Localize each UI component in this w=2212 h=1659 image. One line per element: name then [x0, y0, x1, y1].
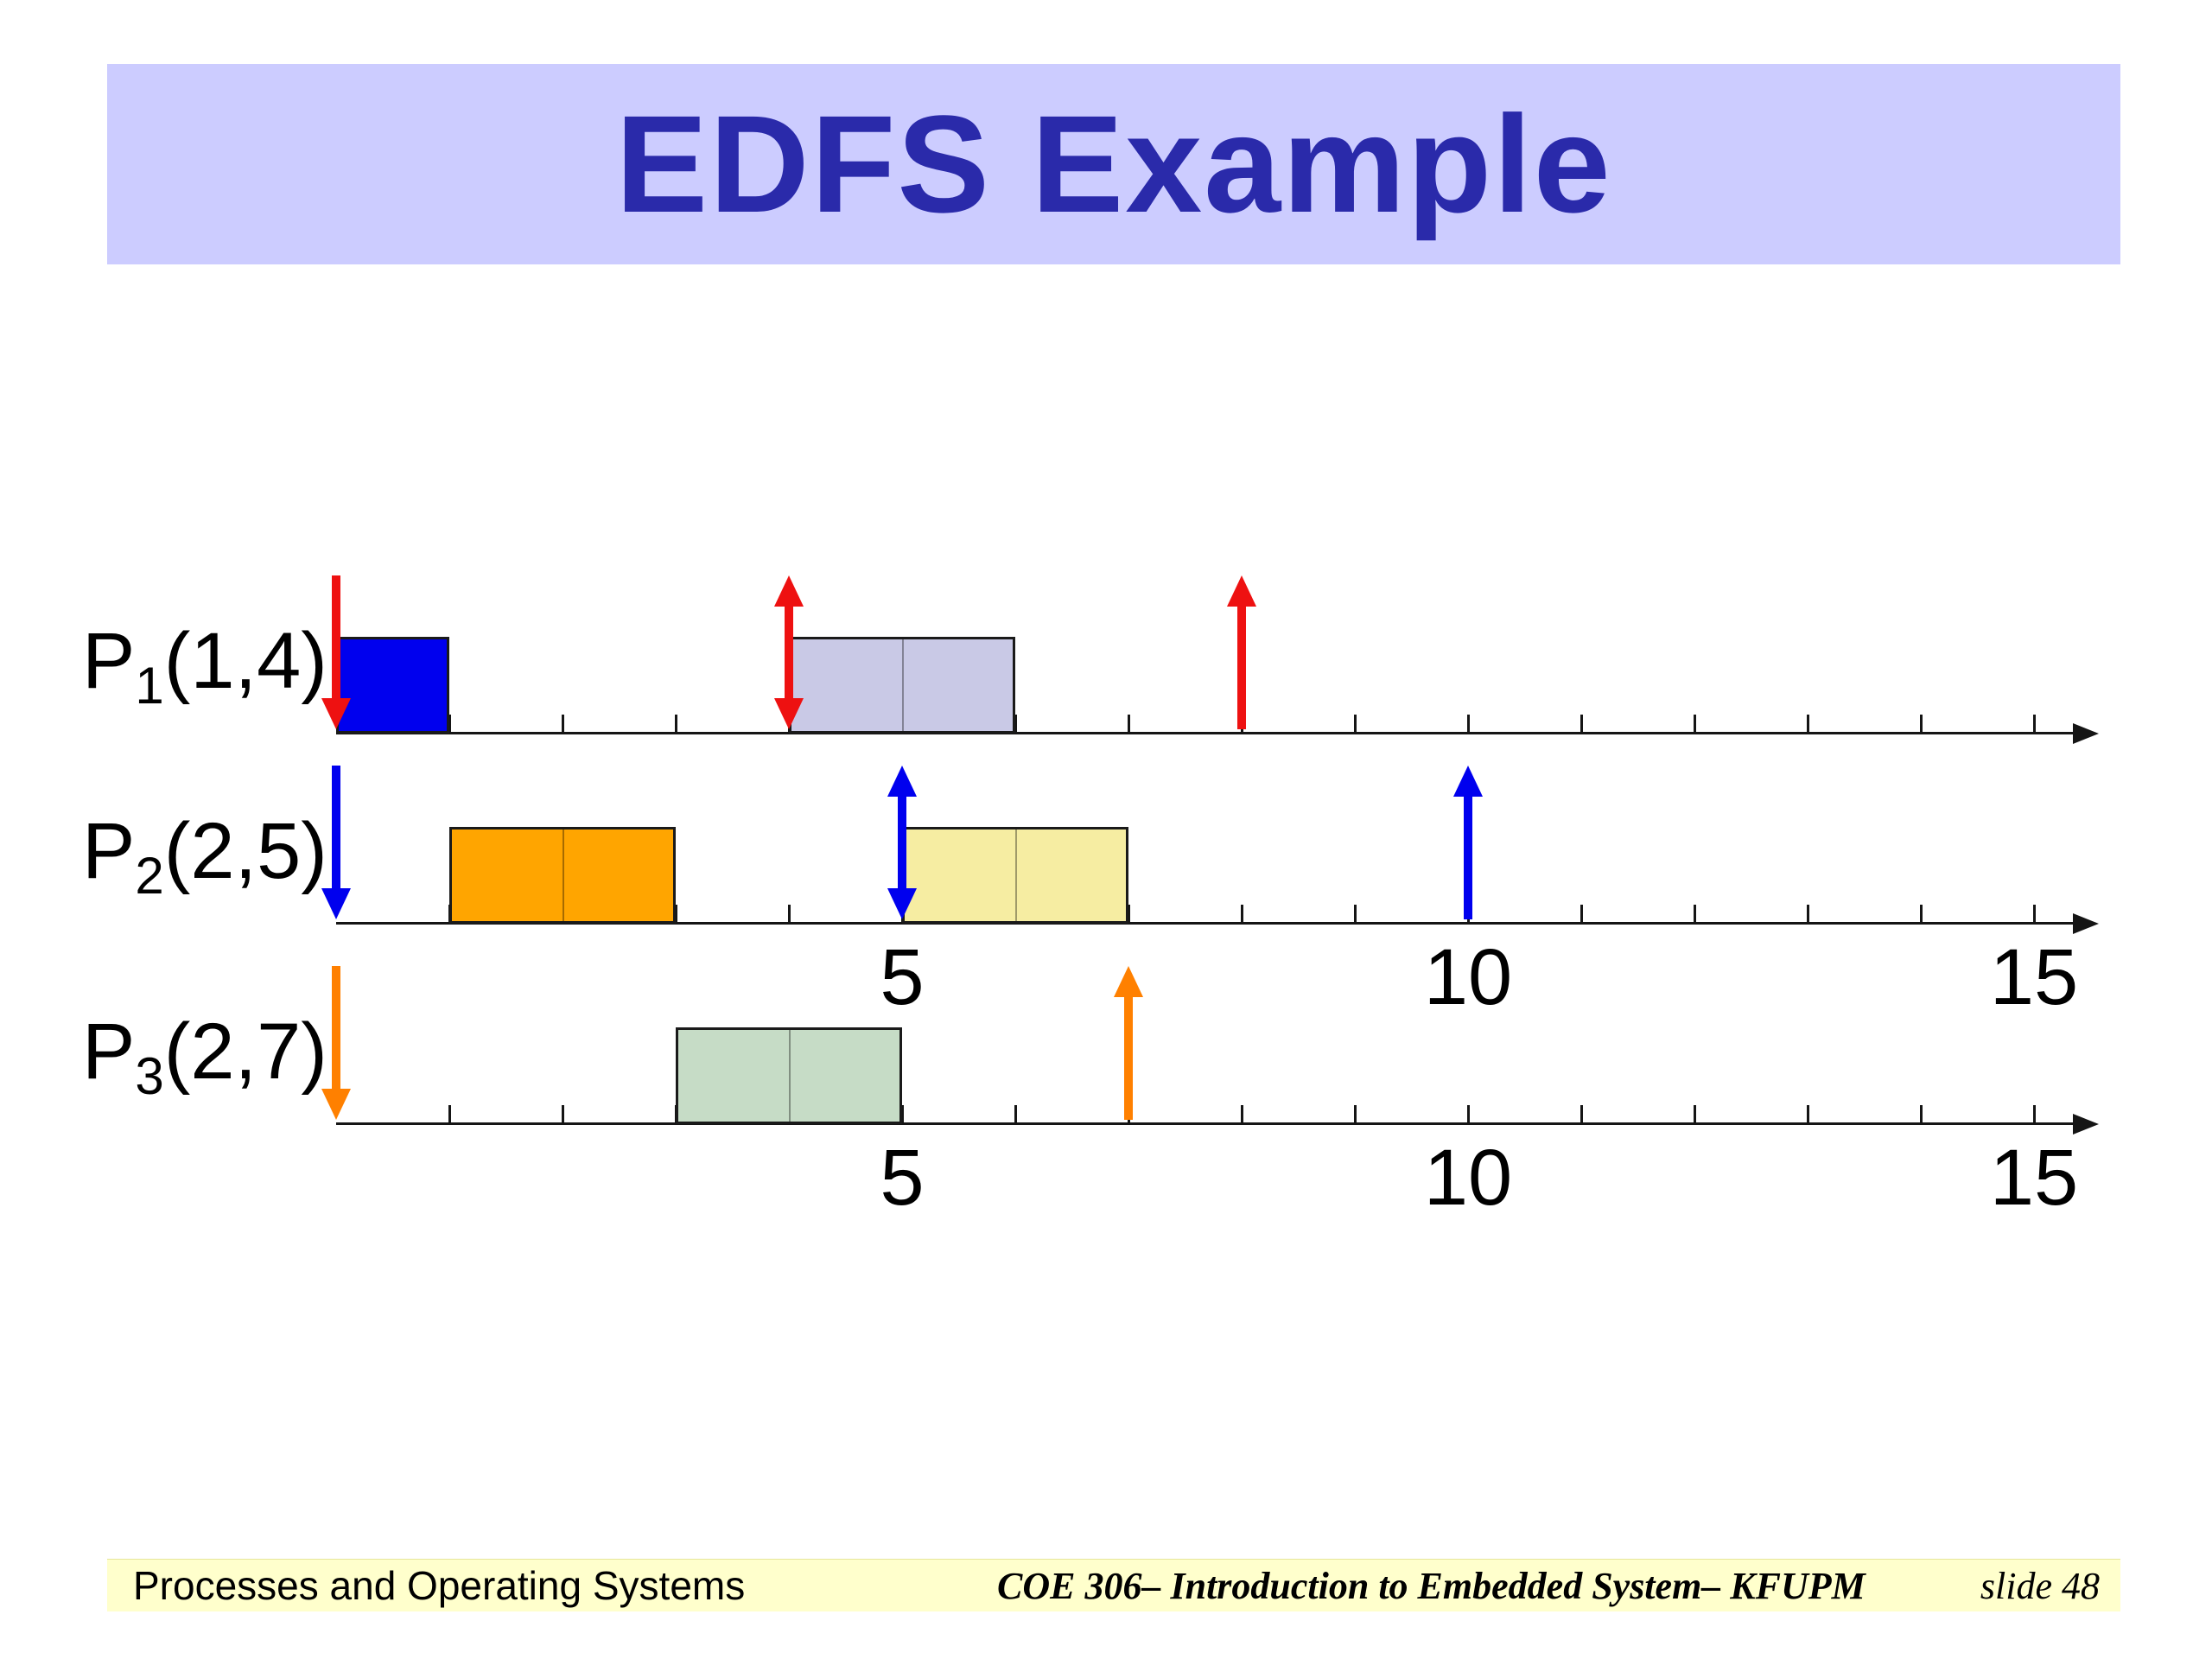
axis-tick — [1128, 905, 1130, 922]
execution-block — [336, 637, 449, 734]
axis-tick — [1694, 1105, 1696, 1122]
execution-block — [789, 637, 1015, 734]
deadline-arrow — [1453, 766, 1483, 919]
process-label: P3(2,7) — [82, 1007, 327, 1105]
axis-tick — [1807, 1105, 1809, 1122]
axis-label: 10 — [1423, 1134, 1513, 1222]
axis-label: 5 — [880, 933, 925, 1021]
axis-tick — [1128, 715, 1130, 732]
block-unit-divider — [1015, 830, 1017, 921]
axis-arrowhead-icon — [2073, 1114, 2099, 1135]
deadline-arrow — [1227, 575, 1256, 729]
axis-tick — [1580, 715, 1583, 732]
axis-tick — [1920, 905, 1923, 922]
axis-tick — [448, 1105, 451, 1122]
deadline-release-arrow — [887, 766, 917, 919]
axis-tick — [1580, 905, 1583, 922]
process-label: P1(1,4) — [82, 617, 327, 715]
block-unit-divider — [563, 830, 564, 921]
axis-tick — [1807, 715, 1809, 732]
release-arrow — [321, 766, 351, 919]
axis-tick — [1467, 715, 1470, 732]
axis-label: 15 — [1989, 1134, 2079, 1222]
axis-tick — [2033, 715, 2036, 732]
axis-tick — [1354, 1105, 1357, 1122]
axis-tick — [448, 715, 451, 732]
footer-course-topic: Processes and Operating Systems — [133, 1563, 746, 1608]
axis-tick — [1354, 715, 1357, 732]
axis-tick — [1354, 905, 1357, 922]
axis-tick — [1920, 715, 1923, 732]
axis-tick — [2033, 1105, 2036, 1122]
process-label: P2(2,5) — [82, 807, 327, 905]
axis-tick — [1014, 1105, 1017, 1122]
axis-label: 10 — [1423, 933, 1513, 1021]
axis-tick — [1807, 905, 1809, 922]
execution-block — [902, 827, 1128, 924]
title-bar: EDFS Example — [107, 64, 2120, 264]
axis-tick — [562, 1105, 564, 1122]
block-unit-divider — [789, 1030, 791, 1122]
footer-course-name: COE 306– Introduction to Embedded System… — [997, 1564, 1866, 1607]
axis-tick — [675, 905, 677, 922]
axis-tick — [1014, 715, 1017, 732]
slide-title: EDFS Example — [615, 86, 1612, 241]
axis-tick — [2033, 905, 2036, 922]
deadline-arrow — [1114, 966, 1143, 1120]
axis-tick — [788, 905, 791, 922]
block-unit-divider — [902, 639, 904, 731]
axis-arrowhead-icon — [2073, 723, 2099, 744]
deadline-release-arrow — [774, 575, 804, 729]
axis-label: 15 — [1989, 933, 2079, 1021]
axis-tick — [901, 1105, 904, 1122]
release-arrow — [321, 575, 351, 729]
axis-tick — [1241, 905, 1243, 922]
execution-block — [676, 1027, 902, 1124]
timeline-axis — [336, 1122, 2073, 1125]
execution-block — [449, 827, 676, 924]
axis-arrowhead-icon — [2073, 913, 2099, 934]
axis-tick — [562, 715, 564, 732]
footer-bar: Processes and Operating Systems COE 306–… — [107, 1559, 2120, 1611]
axis-tick — [1694, 715, 1696, 732]
axis-tick — [1694, 905, 1696, 922]
axis-label: 5 — [880, 1134, 925, 1222]
axis-tick — [1241, 1105, 1243, 1122]
axis-tick — [1920, 1105, 1923, 1122]
timeline-axis — [336, 732, 2073, 734]
axis-tick — [675, 715, 677, 732]
footer-slide-number: slide 48 — [1980, 1564, 2100, 1607]
release-arrow — [321, 966, 351, 1120]
timeline-axis — [336, 922, 2073, 925]
axis-tick — [1580, 1105, 1583, 1122]
axis-tick — [1467, 1105, 1470, 1122]
